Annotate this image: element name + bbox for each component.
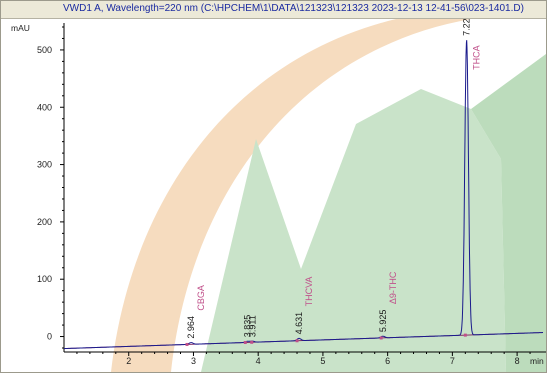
- y-tick-label: 200: [37, 217, 52, 227]
- y-tick-label: 100: [37, 274, 52, 284]
- x-tick-label: 7: [450, 356, 455, 366]
- y-tick-label: 300: [37, 160, 52, 170]
- x-tick-label: 5: [320, 356, 325, 366]
- chromatogram-chart: mAU min 0 100 200 300 400 500 2 3 4 5 6 7 8 2.964CB…: [11, 19, 546, 372]
- watermark-green-leaf-center: [291, 89, 506, 372]
- y-tick-label: 0: [47, 332, 52, 342]
- peak-marker: [250, 340, 254, 344]
- peak-retention-time: 3.911: [247, 315, 257, 337]
- y-tick-label: 400: [37, 102, 52, 112]
- peak-markers: [185, 333, 467, 346]
- peak-marker: [379, 336, 383, 340]
- peak-compound-name: CBGA: [196, 285, 206, 311]
- y-tick-label: 500: [37, 45, 52, 55]
- peak-retention-time: 5.925: [378, 310, 388, 333]
- peak-retention-time: 4.631: [294, 312, 304, 335]
- watermark-green-leaf-right: [471, 54, 546, 372]
- peak-retention-time: 7.220: [462, 19, 472, 36]
- peak-compound-name: Δ9-THC: [388, 271, 398, 304]
- peak-marker: [243, 341, 247, 345]
- peak-retention-time: 2.964: [186, 316, 196, 339]
- peak-marker: [185, 342, 189, 346]
- x-tick-label: 6: [385, 356, 390, 366]
- x-tick-label: 2: [126, 356, 131, 366]
- x-axis-label: min: [530, 356, 544, 366]
- x-tick-label: 8: [515, 356, 520, 366]
- watermark-orange-arc: [111, 19, 471, 372]
- watermark-logo: [111, 19, 546, 372]
- peak-marker: [463, 333, 467, 337]
- peak-retention-time: 3.835: [243, 315, 253, 338]
- y-ticks: 0 100 200 300 400 500: [37, 26, 64, 349]
- plot-area: mAU min 0 100 200 300 400 500 2 3 4 5 6 7 8 2.964 CB…: [1, 19, 546, 372]
- peak-marker: [295, 339, 299, 343]
- x-tick-label: 3: [191, 356, 196, 366]
- signal-trace: [64, 40, 543, 350]
- peak-compound-name: THCVA: [304, 277, 314, 307]
- signal-title-bar: VWD1 A, Wavelength=220 nm (C:\HPCHEM\1\D…: [1, 1, 546, 19]
- x-tick-label: 4: [256, 356, 261, 366]
- signal-title: VWD1 A, Wavelength=220 nm (C:\HPCHEM\1\D…: [63, 3, 524, 14]
- x-ticks: 2 3 4 5 6 7 8: [76, 352, 531, 366]
- peak-compound-name: THCA: [472, 45, 482, 70]
- y-axis-label: mAU: [11, 23, 30, 33]
